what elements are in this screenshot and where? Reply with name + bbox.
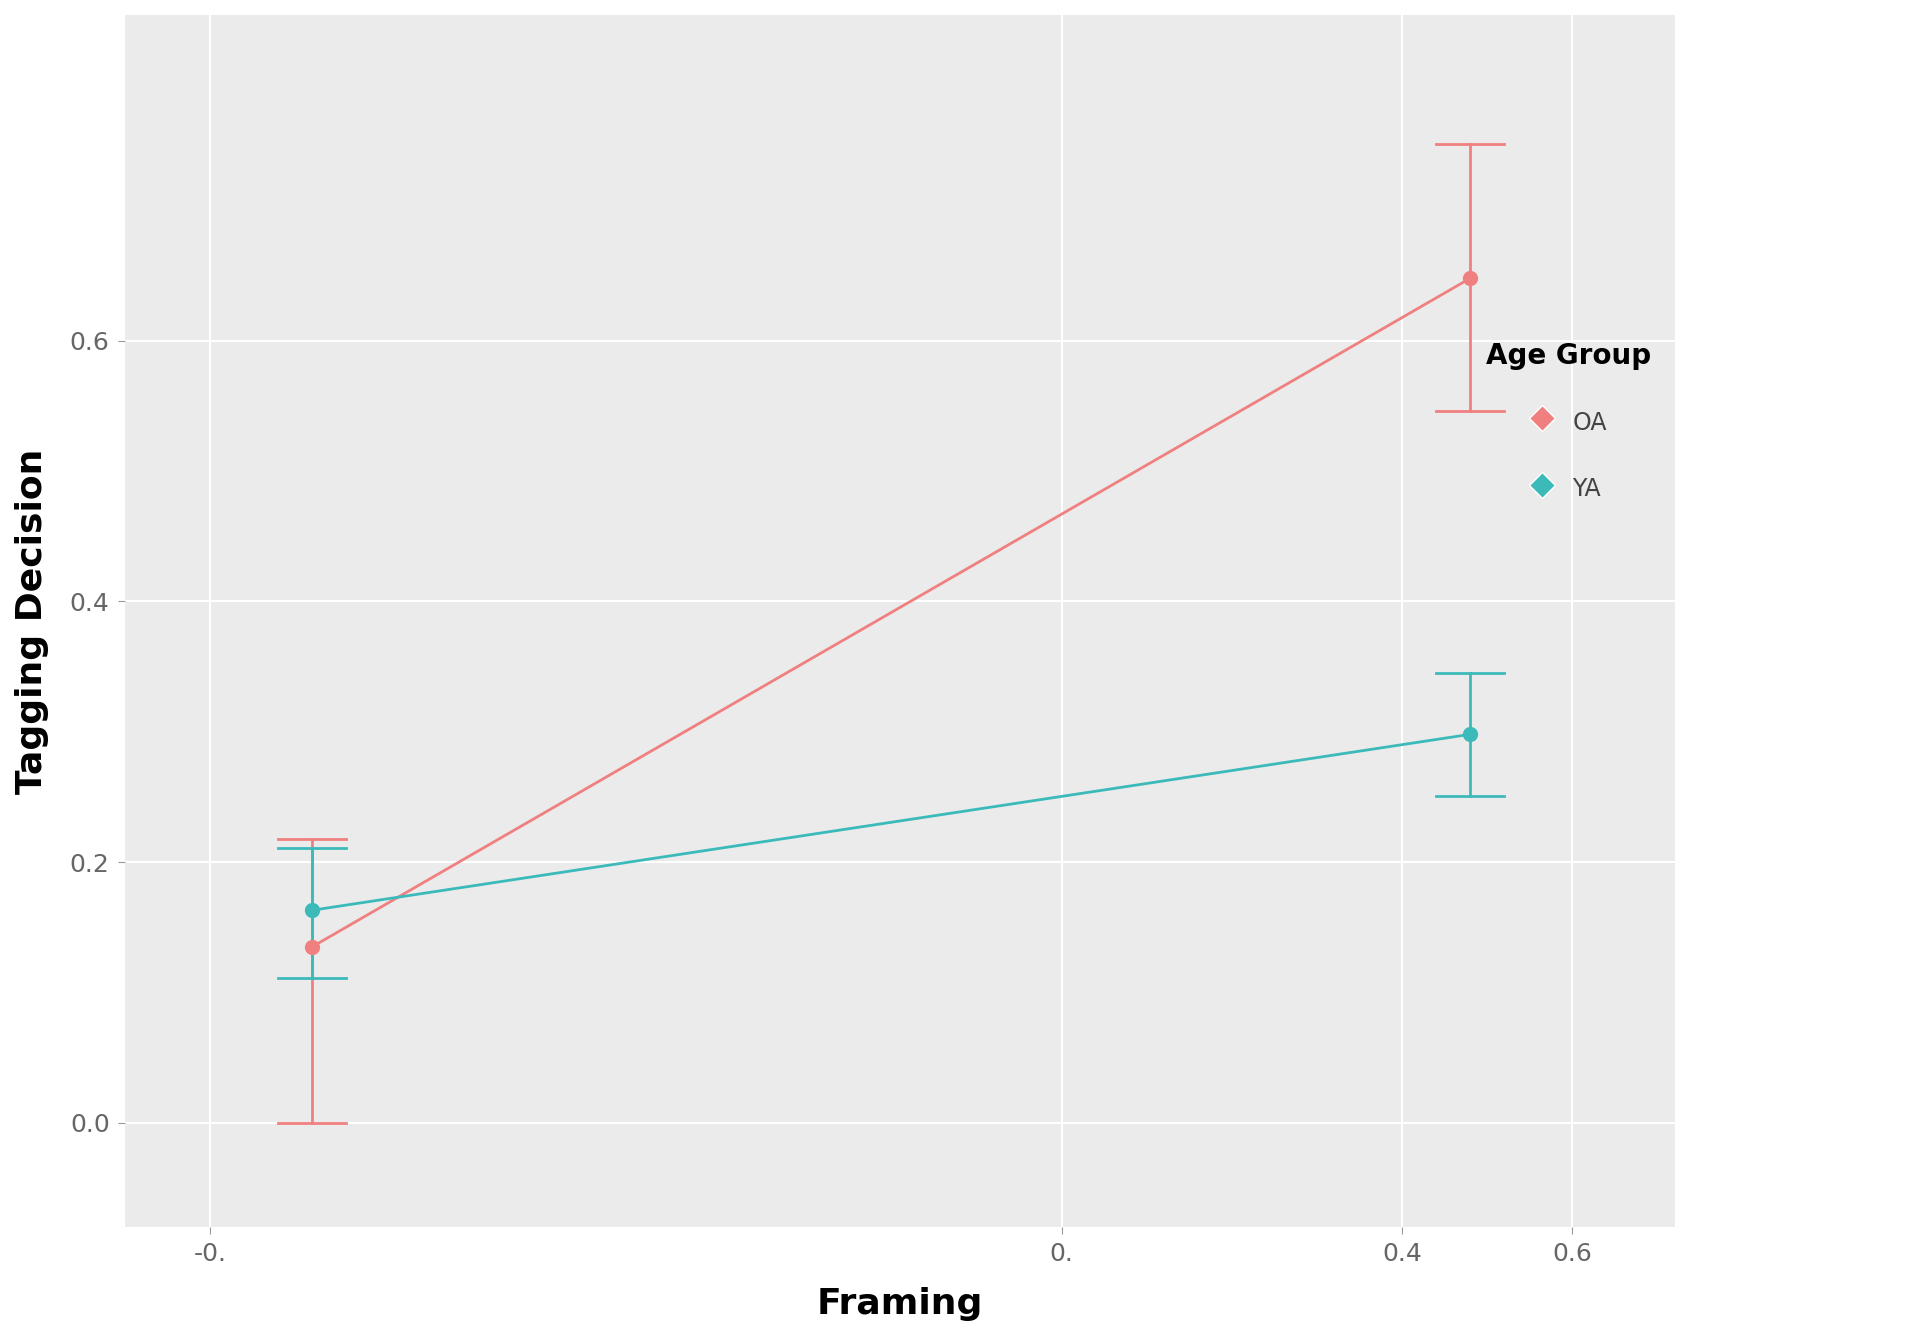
Y-axis label: Tagging Decision: Tagging Decision [15,449,50,794]
Legend: OA, YA: OA, YA [1475,330,1663,514]
X-axis label: Framing: Framing [816,1287,983,1321]
